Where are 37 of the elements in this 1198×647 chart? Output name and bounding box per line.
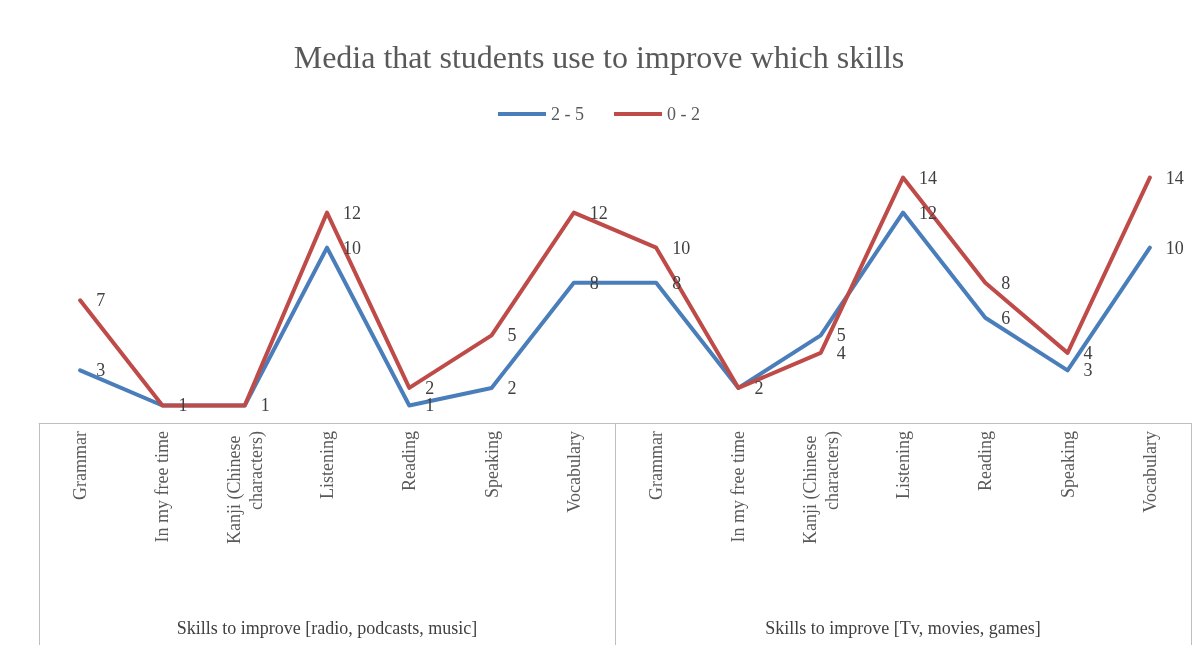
x-tick-label: Grammar (646, 431, 667, 500)
x-tick-label: Vocabulary (563, 431, 584, 513)
data-label: 4 (1083, 342, 1093, 363)
data-label: 2 (754, 377, 764, 398)
data-label: 14 (919, 167, 937, 188)
data-label: 10 (343, 237, 361, 258)
x-tick-label: Listening (893, 431, 913, 499)
data-label: 1 (260, 395, 270, 416)
data-label: 8 (1001, 272, 1011, 293)
data-label: 5 (507, 325, 517, 346)
data-label: 3 (1083, 360, 1093, 381)
legend-label: 2 - 5 (551, 104, 585, 124)
data-label: 12 (343, 202, 361, 223)
x-tick-label: Speaking (1057, 431, 1078, 498)
x-tick-label: Reading (975, 431, 996, 491)
legend-label: 0 - 2 (667, 104, 700, 124)
x-tick-label: Kanji (Chinese characters) (223, 431, 267, 544)
x-tick-label: Speaking (481, 431, 502, 498)
data-label: 2 (507, 377, 517, 398)
data-label: 7 (96, 290, 106, 311)
x-tick-label: In my free time (152, 431, 173, 543)
x-tick-label: Reading (399, 431, 420, 491)
data-label: 3 (96, 360, 106, 381)
data-label: 6 (1001, 307, 1011, 328)
data-label: 10 (672, 237, 691, 258)
data-label: 10 (1165, 237, 1184, 258)
data-label: 12 (589, 202, 608, 223)
x-tick-label: Listening (317, 431, 337, 499)
text: Skills to improve [Tv, movies, games] (765, 618, 1041, 638)
data-label: 2 (425, 377, 435, 398)
chart-title: Media that students use to improve which skills (293, 39, 905, 75)
x-tick-label: In my free time (728, 431, 749, 543)
x-tick-label: Vocabulary (1139, 431, 1160, 513)
x-tick-label: Kanji (Chinese characters) (799, 431, 843, 544)
text: Skills to improve [radio, podcasts, music] (176, 618, 478, 638)
x-tick-label: Grammar (70, 431, 91, 500)
data-label: 14 (1165, 167, 1184, 188)
